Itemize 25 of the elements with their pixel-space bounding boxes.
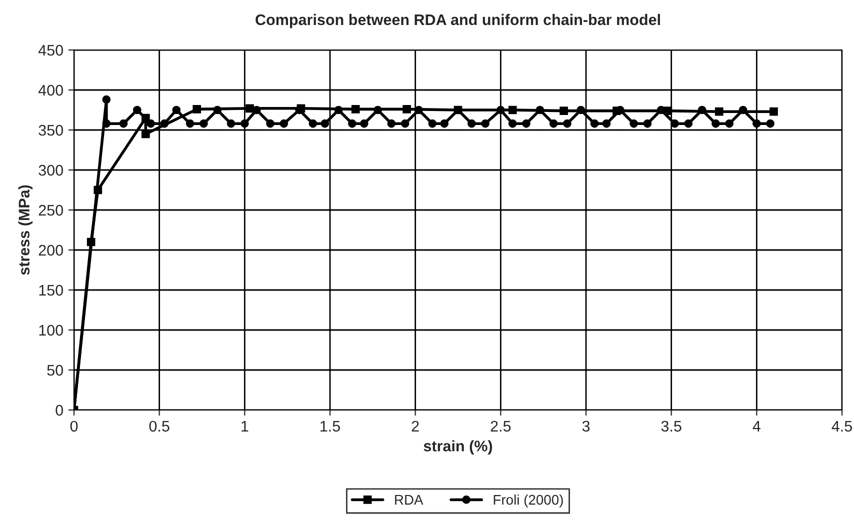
y-axis-title: stress (MPa) (18, 185, 33, 275)
x-tick-label: 0.5 (149, 420, 170, 432)
x-tick-label: 3 (582, 420, 590, 432)
x-tick-label: 4 (752, 420, 760, 432)
x-tick-label: 2 (412, 420, 419, 432)
y-tick-label: 50 (47, 364, 63, 376)
x-tick-label: 1 (242, 420, 248, 432)
legend-label: RDA (395, 495, 424, 505)
chart-title: Comparison between RDA and uniform chain-bar model (256, 14, 660, 28)
y-tick-label: 300 (38, 164, 63, 176)
x-tick-label: 4.5 (832, 420, 852, 432)
y-tick-label: 200 (38, 244, 63, 256)
y-tick-label: 400 (38, 84, 63, 96)
x-tick-label: 1.5 (320, 420, 340, 432)
y-tick-label: 0 (56, 404, 63, 416)
legend-label: Froli (2000) (494, 494, 563, 508)
x-tick-label: 3.5 (661, 420, 682, 432)
y-tick-label: 450 (38, 44, 63, 56)
x-tick-label: 2.5 (490, 420, 511, 432)
y-tick-label: 100 (39, 324, 63, 336)
x-tick-label: 0 (70, 420, 78, 432)
x-axis-title: strain (%) (424, 440, 492, 454)
y-tick-label: 150 (39, 284, 63, 296)
y-tick-label: 250 (38, 204, 63, 216)
y-tick-label: 350 (38, 124, 63, 136)
